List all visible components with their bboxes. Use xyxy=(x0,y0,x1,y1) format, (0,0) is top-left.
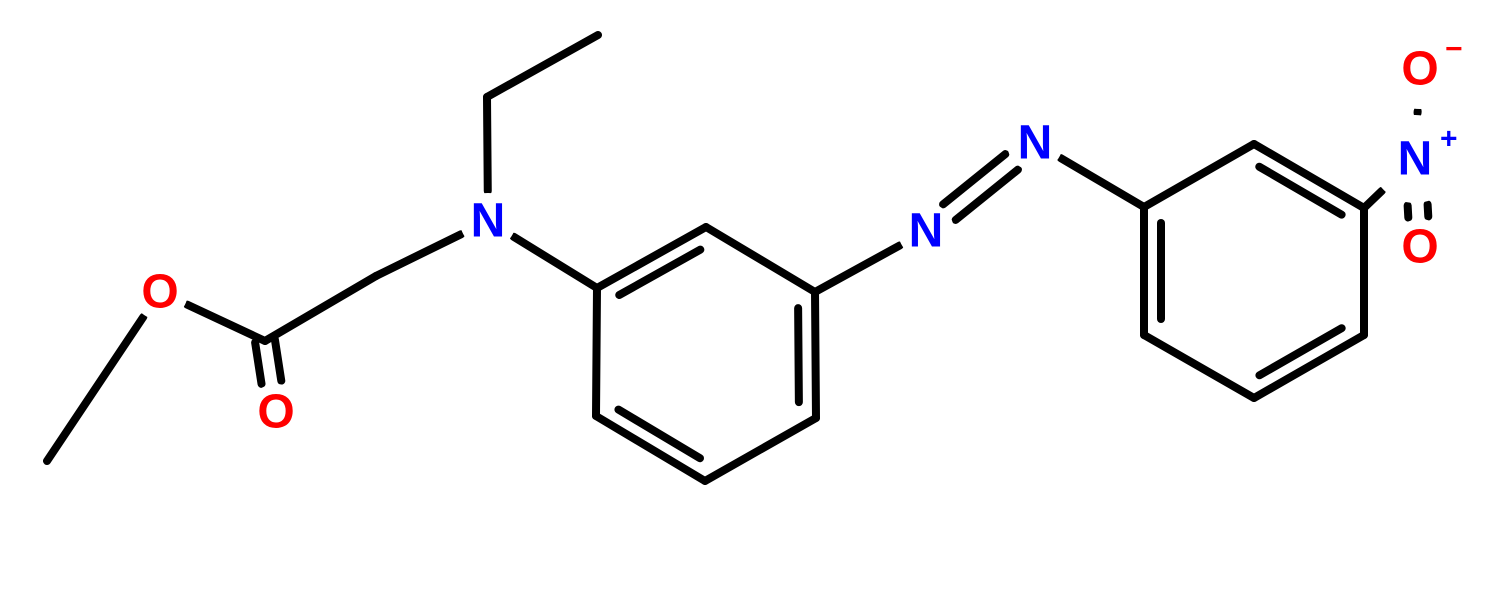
charge-label: − xyxy=(1445,32,1463,65)
o-atom-label: O xyxy=(1401,43,1438,96)
n-atom-label: N xyxy=(909,205,944,258)
n-atom-label: N xyxy=(1018,117,1053,170)
molecule-diagram: OONNNN+O−O xyxy=(0,0,1490,598)
o-atom-label: O xyxy=(141,266,178,319)
charge-label: + xyxy=(1440,122,1458,155)
o-atom-label: O xyxy=(257,386,294,439)
n-atom-label: N xyxy=(1398,133,1433,186)
o-atom-label: O xyxy=(1401,221,1438,274)
n-atom-label: N xyxy=(471,195,506,248)
